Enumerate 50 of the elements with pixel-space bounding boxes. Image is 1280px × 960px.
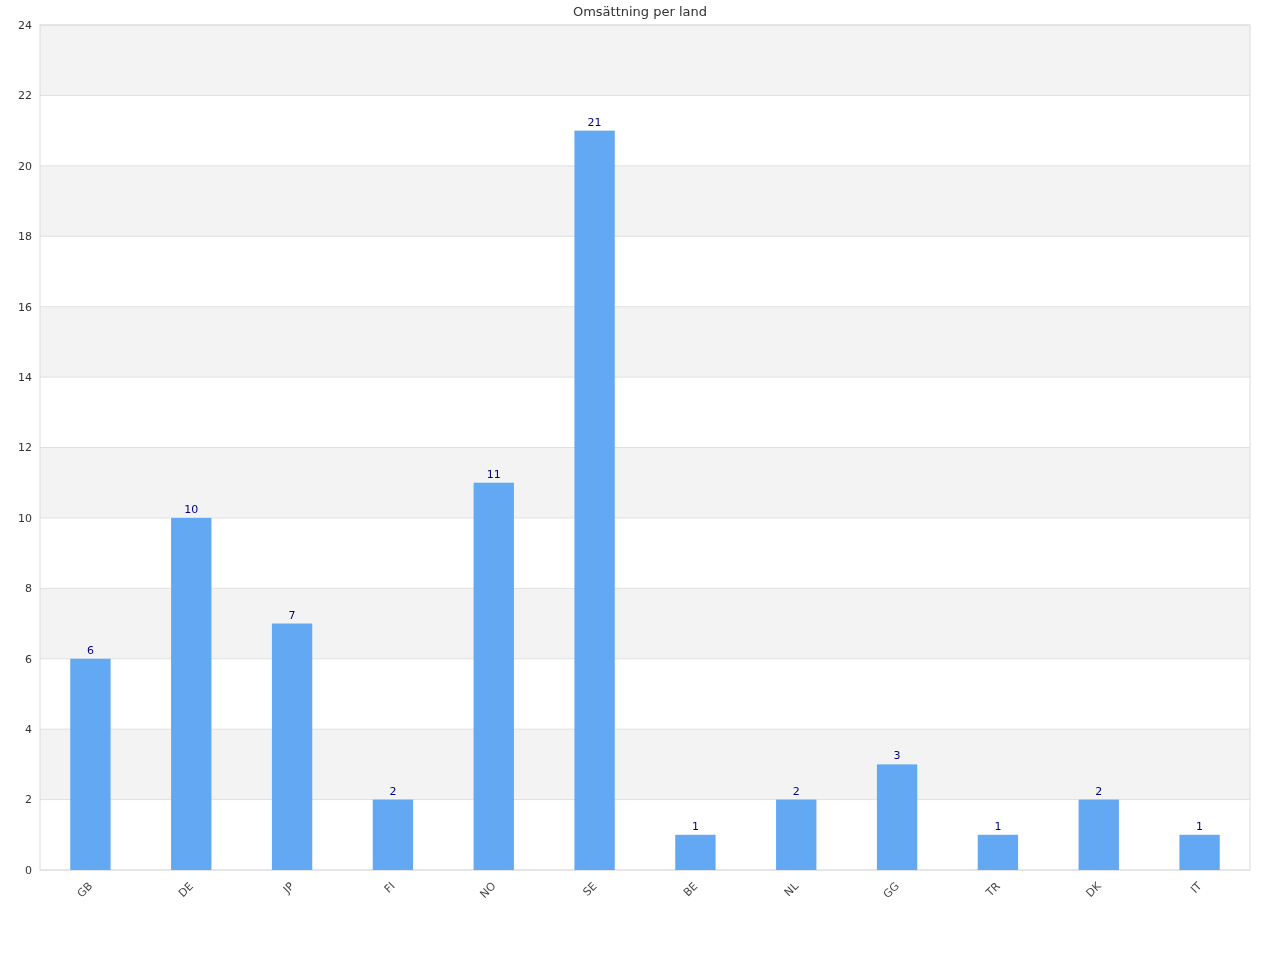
bar xyxy=(171,517,212,870)
x-tick-label: DE xyxy=(176,879,197,900)
data-label: 21 xyxy=(587,115,602,129)
y-tick-label: 10 xyxy=(18,511,32,525)
y-tick-label: 16 xyxy=(18,300,32,314)
y-tick-label: 24 xyxy=(18,18,32,32)
x-tick-label: GB xyxy=(74,879,96,901)
data-label: 1 xyxy=(1196,819,1204,833)
x-tick-label: DK xyxy=(1083,879,1105,900)
bar xyxy=(977,834,1019,870)
x-tick-label: TR xyxy=(982,879,1003,900)
x-tick-label: GG xyxy=(880,879,902,901)
x-tick-label: SE xyxy=(580,879,600,899)
y-tick-label: 12 xyxy=(18,441,32,455)
y-tick-label: 6 xyxy=(25,652,32,666)
bar xyxy=(675,834,716,870)
data-label: 2 xyxy=(1095,784,1103,798)
bar xyxy=(1179,834,1220,870)
data-label: 1 xyxy=(994,819,1002,833)
data-label: 6 xyxy=(86,643,94,657)
bar xyxy=(776,799,817,870)
bar xyxy=(876,764,918,870)
y-tick-label: 2 xyxy=(25,793,32,807)
data-label: 11 xyxy=(486,467,501,481)
x-tick-label: NO xyxy=(477,879,499,901)
data-label: 7 xyxy=(288,608,296,622)
chart-title: Omsättning per land xyxy=(572,4,708,19)
bar xyxy=(574,130,615,870)
y-tick-label: 8 xyxy=(25,582,32,596)
data-label: 2 xyxy=(792,784,800,798)
x-tick-label: FI xyxy=(381,879,398,896)
bar xyxy=(473,482,514,870)
x-tick-label: NL xyxy=(781,879,802,899)
y-tick-label: 14 xyxy=(18,370,32,384)
x-tick-label: JP xyxy=(280,879,298,897)
x-tick-label: BE xyxy=(680,879,701,900)
x-tick-label: IT xyxy=(1188,879,1205,896)
bar xyxy=(1078,799,1119,870)
data-label: 3 xyxy=(893,749,901,763)
y-tick-label: 22 xyxy=(18,89,32,103)
y-tick-label: 18 xyxy=(18,230,32,244)
bar xyxy=(70,658,111,870)
data-label: 1 xyxy=(691,819,699,833)
y-tick-label: 4 xyxy=(25,723,32,737)
bar xyxy=(372,799,414,870)
y-tick-label: 20 xyxy=(18,159,32,173)
y-tick-label: 0 xyxy=(25,863,32,877)
data-label: 2 xyxy=(389,784,397,798)
data-label: 10 xyxy=(184,502,199,516)
bar xyxy=(271,623,313,870)
